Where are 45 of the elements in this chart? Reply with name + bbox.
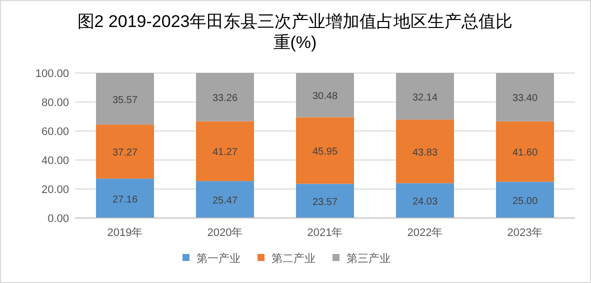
bar (496, 182, 554, 218)
bar (296, 73, 354, 118)
data-label: 41.27 (212, 147, 238, 158)
x-tick-label: 2019年 (107, 227, 143, 239)
bar (296, 184, 354, 218)
data-label: 24.03 (412, 196, 438, 208)
data-label: 33.40 (512, 93, 538, 104)
x-tick-label: 2022年 (407, 227, 443, 239)
bar (96, 124, 154, 179)
data-label: 35.57 (112, 94, 138, 106)
bar (396, 73, 454, 120)
bar (196, 73, 254, 122)
y-tick-label: 100.00 (35, 68, 69, 80)
y-tick-label: 80.00 (41, 97, 69, 109)
legend-label: 第二产业 (272, 252, 316, 265)
bar (196, 121, 254, 182)
y-tick-label: 40.00 (41, 155, 69, 167)
bar (96, 73, 154, 125)
data-label: 45.95 (312, 146, 338, 158)
data-label: 27.16 (112, 194, 138, 206)
bar (496, 73, 554, 122)
data-label: 33.26 (212, 93, 238, 104)
bar (496, 121, 554, 182)
data-label: 30.48 (312, 91, 338, 102)
x-tick-label: 2021年 (307, 227, 343, 239)
data-label: 43.83 (412, 147, 438, 158)
bar (396, 183, 454, 218)
bar (396, 120, 454, 184)
data-label: 41.60 (512, 148, 538, 159)
data-label: 32.14 (412, 92, 438, 104)
data-label: 25.00 (512, 196, 538, 207)
x-tick-label: 2023年 (507, 227, 543, 239)
bar (296, 117, 354, 184)
y-tick-label: 60.00 (41, 126, 69, 138)
data-label: 37.27 (112, 148, 138, 159)
chart-title: 图2 2019-2023年田东县三次产业增加值占地区生产总值比重(%) (77, 12, 513, 52)
y-tick-label: 20.00 (41, 184, 69, 196)
y-tick-label: 0.00 (48, 213, 69, 225)
legend-label: 第一产业 (196, 252, 240, 265)
x-tick-label: 2020年 (207, 227, 243, 239)
data-label: 23.57 (312, 196, 338, 208)
legend-label: 第三产业 (346, 252, 390, 265)
data-label: 25.47 (212, 196, 238, 207)
bar (196, 181, 254, 218)
bar (96, 178, 154, 218)
